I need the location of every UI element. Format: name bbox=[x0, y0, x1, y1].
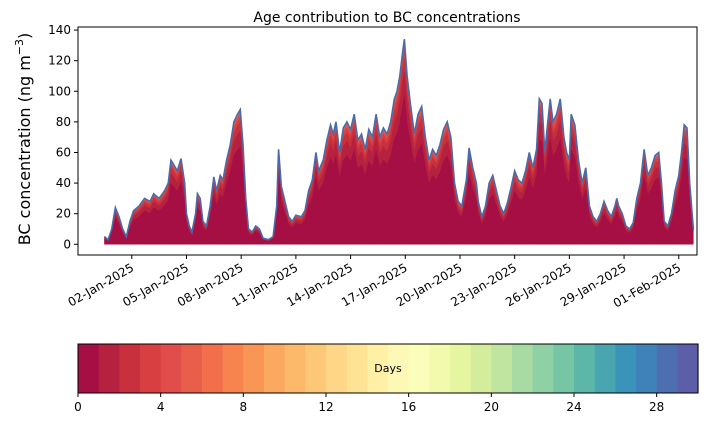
y-tick-label: 140 bbox=[48, 23, 71, 37]
y-tick-label: 20 bbox=[56, 207, 71, 221]
colorbar-segment-3 bbox=[140, 344, 162, 393]
colorbar-segment-9 bbox=[264, 344, 286, 393]
colorbar-tick-label: 16 bbox=[401, 400, 416, 414]
colorbar-segment-28 bbox=[656, 344, 678, 393]
colorbar-tick-label: 12 bbox=[318, 400, 333, 414]
y-tick-label: 40 bbox=[56, 176, 71, 190]
colorbar-segment-1 bbox=[98, 344, 120, 393]
colorbar-segment-18 bbox=[450, 344, 472, 393]
colorbar-tick-label: 24 bbox=[566, 400, 581, 414]
colorbar-segment-15 bbox=[388, 344, 410, 393]
y-tick-label: 80 bbox=[56, 115, 71, 129]
colorbar-segment-0 bbox=[78, 344, 100, 393]
colorbar-label: Days bbox=[374, 362, 402, 375]
plot-area bbox=[103, 39, 695, 245]
colorbar-frame bbox=[77, 343, 699, 394]
y-axis-label-exponent: −3 bbox=[13, 39, 26, 55]
x-axis: 02-Jan-202505-Jan-202508-Jan-202511-Jan-… bbox=[66, 255, 683, 310]
y-tick-label: 0 bbox=[63, 237, 71, 251]
colorbar-segment-21 bbox=[512, 344, 534, 393]
colorbar-segment-29 bbox=[677, 344, 699, 393]
y-tick-label: 100 bbox=[48, 84, 71, 98]
colorbar-tick-label: 8 bbox=[240, 400, 248, 414]
colorbar-segment-8 bbox=[243, 344, 265, 393]
colorbar-segment-23 bbox=[553, 344, 575, 393]
colorbar-tick-label: 4 bbox=[157, 400, 165, 414]
colorbar-segment-11 bbox=[305, 344, 327, 393]
y-axis-label-close: ) bbox=[15, 33, 34, 39]
colorbar-tick-label: 0 bbox=[74, 400, 82, 414]
colorbar-segment-2 bbox=[119, 344, 141, 393]
y-axis-label: BC concentration (ng m−3) bbox=[13, 33, 34, 246]
colorbar-tick-label: 20 bbox=[484, 400, 499, 414]
colorbar-tick-label: 28 bbox=[649, 400, 664, 414]
colorbar-segment-5 bbox=[181, 344, 203, 393]
colorbar-segment-26 bbox=[615, 344, 637, 393]
colorbar-segment-22 bbox=[532, 344, 554, 393]
colorbar bbox=[77, 343, 699, 394]
chart-title: Age contribution to BC concentrations bbox=[253, 10, 520, 26]
age-band-0 bbox=[104, 95, 694, 245]
plot-frame bbox=[77, 26, 698, 256]
colorbar-segment-14 bbox=[367, 344, 389, 393]
total-concentration-line bbox=[103, 39, 695, 242]
y-tick-label: 120 bbox=[48, 54, 71, 68]
colorbar-segment-25 bbox=[594, 344, 616, 393]
colorbar-segment-4 bbox=[160, 344, 182, 393]
colorbar-segment-20 bbox=[491, 344, 513, 393]
colorbar-segment-19 bbox=[470, 344, 492, 393]
colorbar-segment-16 bbox=[408, 344, 430, 393]
colorbar-segment-24 bbox=[574, 344, 596, 393]
colorbar-segment-27 bbox=[636, 344, 658, 393]
y-axis: 0 20 40 60 80 100 120 140 bbox=[48, 23, 78, 251]
colorbar-segment-13 bbox=[346, 344, 368, 393]
colorbar-segment-6 bbox=[202, 344, 224, 393]
colorbar-axis: 0 4 8 12 16 20 24 28 bbox=[74, 393, 664, 414]
colorbar-segment-7 bbox=[222, 344, 244, 393]
y-tick-label: 60 bbox=[56, 145, 71, 159]
y-axis-label-text: BC concentration (ng m bbox=[15, 55, 34, 245]
colorbar-segment-17 bbox=[429, 344, 451, 393]
colorbar-segment-10 bbox=[284, 344, 306, 393]
colorbar-segment-12 bbox=[326, 344, 348, 393]
